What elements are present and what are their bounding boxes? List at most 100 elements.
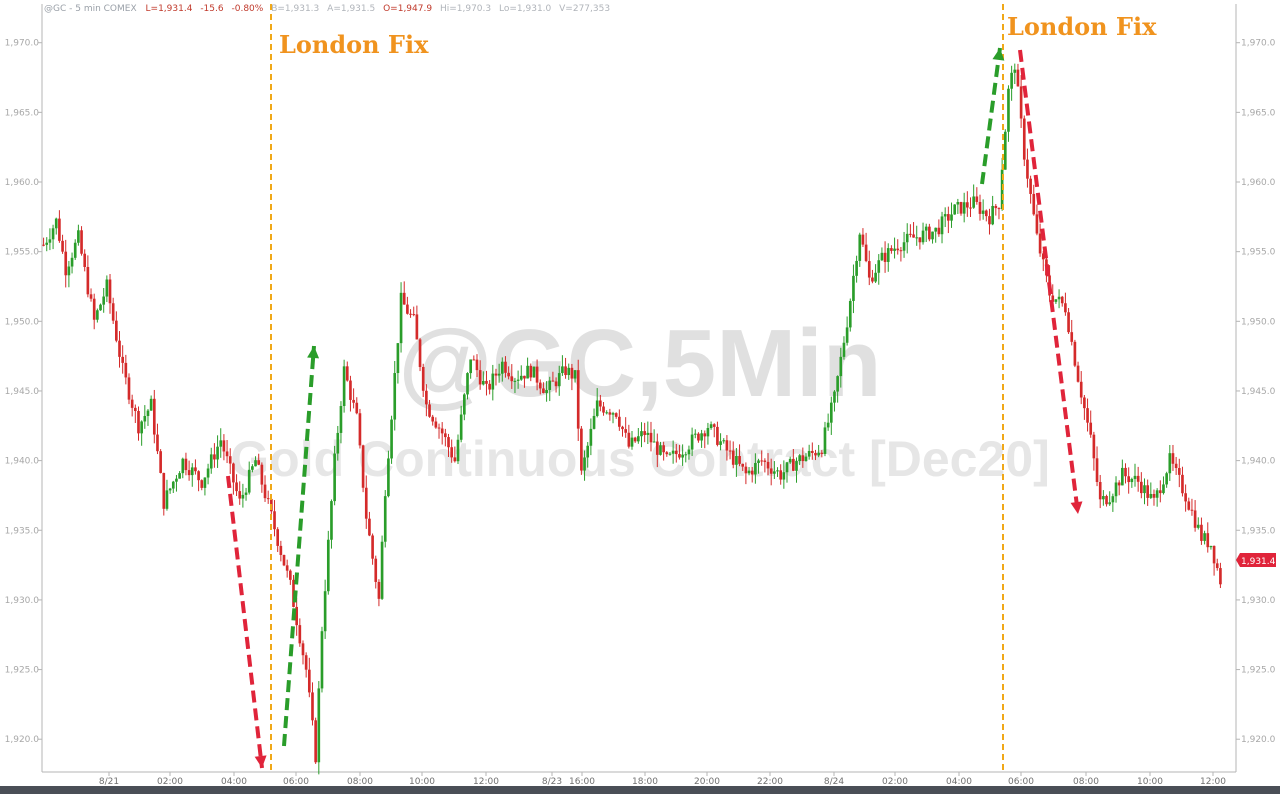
candle-body [58,218,61,241]
candle-body [754,462,757,475]
x-tick-label: 10:00 [409,777,435,787]
candle-body [1054,299,1058,302]
candle-body [684,454,688,456]
candle-body [564,366,567,376]
y-tick-label-left: 1,940.0 [5,457,40,467]
watermark-contract: Gold Continuous Contract [Dec20] [230,431,1049,487]
candle-body [485,380,488,384]
candle-body [763,460,767,462]
y-tick-label-left: 1,955.0 [5,248,40,258]
candle-body [630,437,634,447]
header-hi: Hi=1,970.3 [440,4,491,14]
candle-body [1026,159,1029,179]
candle-body [766,461,770,469]
candle-body [817,452,820,456]
candle-body [1130,478,1134,483]
candle-body [681,454,684,458]
candle-body [1022,118,1026,160]
candle-body [814,452,817,456]
candle-body [349,380,352,400]
candle-body [466,373,469,395]
candle-body [222,440,226,452]
candle-body [409,313,412,315]
candle-body [975,196,979,202]
candle-body [1152,493,1156,498]
candle-body [80,230,83,254]
candle-body [573,370,577,379]
candle-body [111,303,115,321]
x-tick-label: 02:00 [882,777,908,787]
x-tick-label: 8/21 [99,777,119,787]
candle-body [456,439,460,462]
candle-body [149,398,153,411]
candle-body [519,375,523,380]
up-arrow-1-shaft [282,345,316,747]
candle-body [209,454,213,469]
candle-body [311,692,314,721]
candle-body [810,450,814,453]
candle-body [640,431,643,437]
candle-body [883,252,887,262]
candle-body [719,441,722,445]
candle-body [124,362,128,378]
candle-body [962,202,966,214]
candle-body [905,233,909,243]
candle-body [45,242,49,245]
candle-body [655,441,659,455]
candle-body [580,428,583,471]
candle-body [750,470,754,475]
candle-body [364,487,368,519]
candle-body [554,381,558,387]
london-fix-label-1: London Fix [279,30,429,59]
candle-body [1168,453,1172,474]
candle-body [326,539,330,592]
candle-body [776,470,779,472]
candle-body [383,496,387,542]
y-tick-label-left: 1,925.0 [5,666,40,676]
candle-body [621,426,624,430]
candle-body [646,432,650,435]
candle-body [731,450,735,465]
candle-body [190,467,194,476]
candle-body [1086,408,1089,423]
candle-body [203,477,207,488]
candle-body [228,456,232,464]
candle-body [450,447,454,458]
candle-body [918,237,922,243]
candle-body [709,424,713,428]
x-tick-label: 22:00 [757,777,783,787]
candle-body [314,720,317,763]
candle-body [396,343,400,374]
candle-body [867,261,871,278]
y-tick-label-right: 1,970.0 [1241,39,1276,49]
candle-body [92,298,96,320]
candle-body [614,413,618,417]
candle-body [504,361,507,373]
candle-body [380,541,384,599]
candle-body [1038,233,1042,254]
candle-body [969,207,972,209]
candle-body [1051,295,1055,302]
candle-body [1092,434,1096,459]
candle-body [893,248,896,251]
candle-body [64,251,68,276]
candle-body [924,226,928,231]
candle-body [440,428,444,434]
candle-body [795,461,798,471]
axes: 1,970.0 1,970.0 1,965.0 1,965.0 1,960.0 1,960… [5,4,1276,787]
candle-body [478,370,482,385]
candle-body [1098,481,1102,500]
candle-body [545,389,548,394]
y-tick-label-right: 1,950.0 [1241,317,1276,327]
candle-body [820,452,824,454]
candle-body [608,412,612,415]
x-tick-label: 04:00 [221,777,247,787]
candle-body [779,470,783,480]
candle-body [725,440,729,451]
candle-body [216,446,219,460]
candle-body [861,234,865,245]
chart-header: @GC - 5 min COMEX L=1,931.4 -15.6 -0.80%… [44,4,610,14]
x-tick-label: 08:00 [347,777,373,787]
candle-body [1089,422,1093,435]
candle-body [377,581,381,599]
